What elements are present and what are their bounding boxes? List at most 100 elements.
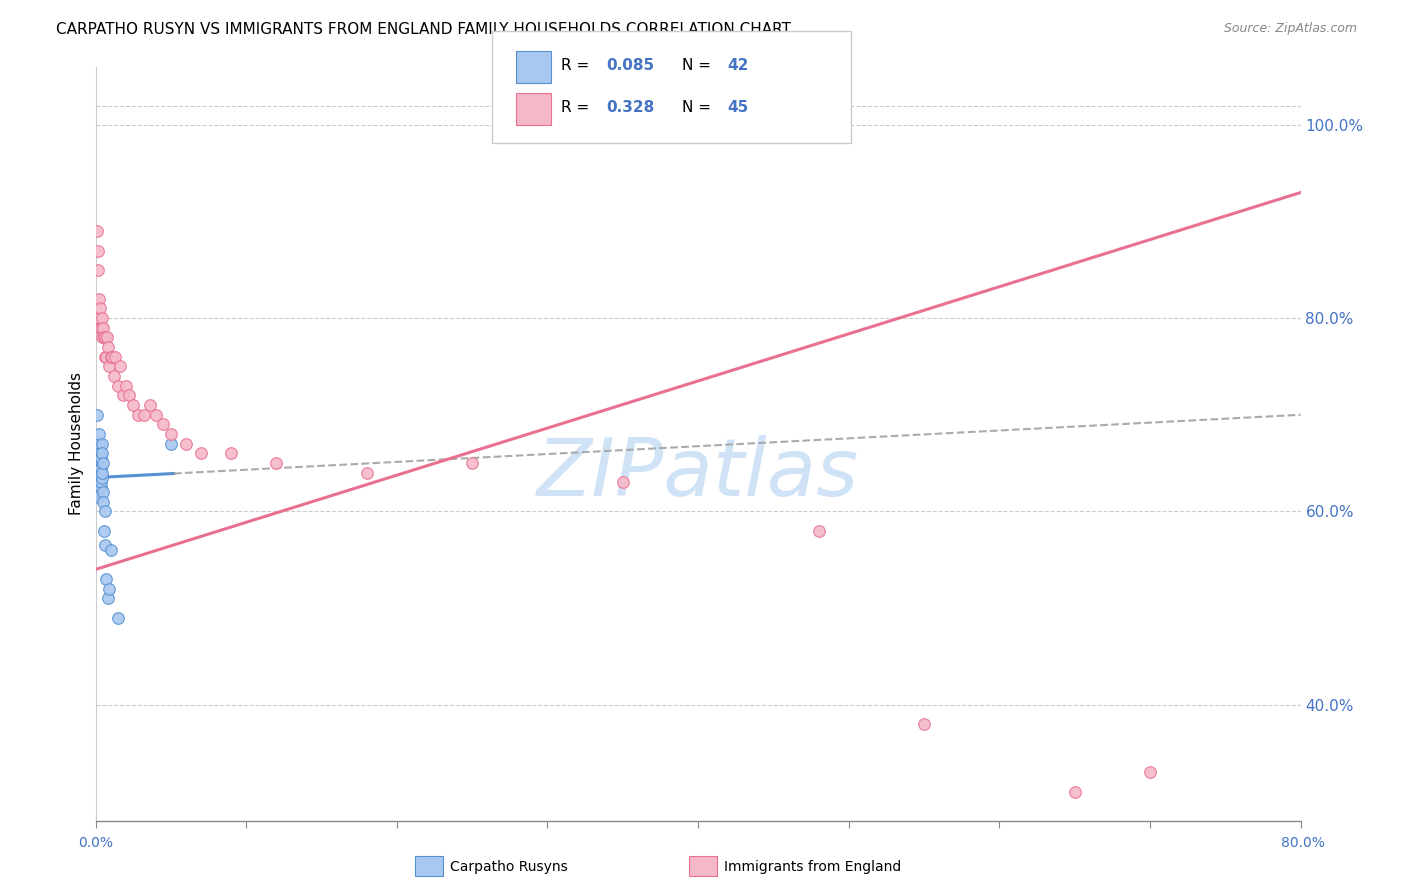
Point [89, 475, 111, 490]
Text: Immigrants from England: Immigrants from England [724, 860, 901, 874]
Point [89, 461, 111, 475]
Point [266, 456, 288, 470]
Text: R =: R = [561, 58, 595, 72]
Point [96, 330, 118, 344]
Point [89, 456, 111, 470]
Point [86, 451, 108, 466]
Point [89, 446, 111, 460]
Point [122, 398, 145, 412]
Point [107, 611, 129, 625]
Point [139, 398, 162, 412]
Point [174, 437, 197, 451]
Point [90, 451, 112, 466]
Point [1063, 785, 1085, 799]
Point [90, 475, 112, 490]
Point [93, 495, 115, 509]
Point [89, 311, 111, 326]
Point [89, 451, 111, 466]
Text: 0.0%: 0.0% [79, 836, 112, 850]
Point [87, 292, 110, 306]
Point [89, 321, 111, 335]
Point [86, 485, 108, 500]
Point [132, 408, 155, 422]
Text: 0.328: 0.328 [606, 100, 654, 114]
Point [91, 456, 114, 470]
Point [86, 461, 108, 475]
Point [612, 475, 634, 490]
Point [190, 446, 212, 460]
Point [87, 437, 110, 451]
Point [107, 379, 129, 393]
Point [91, 485, 114, 500]
Text: 0.085: 0.085 [606, 58, 654, 72]
Point [127, 408, 149, 422]
Point [89, 470, 111, 484]
Point [100, 543, 122, 558]
Text: Carpatho Rusyns: Carpatho Rusyns [450, 860, 568, 874]
Point [87, 263, 110, 277]
Point [87, 437, 110, 451]
Point [807, 524, 830, 538]
Text: 42: 42 [727, 58, 748, 72]
Point [145, 408, 167, 422]
Point [90, 321, 112, 335]
Point [104, 350, 127, 364]
Point [98, 582, 121, 596]
Point [152, 417, 174, 432]
Point [90, 480, 112, 494]
Point [97, 340, 120, 354]
Point [97, 591, 120, 606]
Point [100, 350, 122, 364]
Point [118, 388, 141, 402]
Point [87, 490, 110, 504]
Point [93, 524, 115, 538]
Point [98, 359, 121, 374]
Point [91, 446, 114, 460]
Point [86, 446, 108, 460]
Text: Source: ZipAtlas.com: Source: ZipAtlas.com [1223, 22, 1357, 36]
Point [94, 572, 117, 586]
Point [91, 311, 114, 326]
Point [101, 350, 124, 364]
Text: CARPATHO RUSYN VS IMMIGRANTS FROM ENGLAND FAMILY HOUSEHOLDS CORRELATION CHART: CARPATHO RUSYN VS IMMIGRANTS FROM ENGLAN… [56, 22, 792, 37]
Point [461, 456, 484, 470]
Point [87, 466, 110, 480]
Point [356, 466, 378, 480]
Point [87, 456, 110, 470]
Point [94, 350, 117, 364]
Point [89, 301, 111, 316]
Point [103, 369, 125, 384]
Point [90, 330, 112, 344]
Point [87, 244, 110, 258]
Point [912, 717, 935, 731]
Point [91, 466, 114, 480]
Y-axis label: Family Households: Family Households [69, 372, 84, 516]
Point [111, 388, 134, 402]
Point [94, 350, 117, 364]
Point [94, 538, 117, 552]
Point [90, 437, 112, 451]
Point [160, 437, 183, 451]
Text: 45: 45 [727, 100, 748, 114]
Point [114, 379, 136, 393]
Text: N =: N = [682, 100, 716, 114]
Point [87, 451, 110, 466]
Point [89, 466, 111, 480]
Point [86, 224, 108, 238]
Text: 80.0%: 80.0% [1281, 836, 1326, 850]
Point [89, 466, 111, 480]
Text: N =: N = [682, 58, 716, 72]
Point [86, 408, 108, 422]
Point [93, 330, 115, 344]
Point [1139, 765, 1161, 780]
Point [93, 330, 115, 344]
Point [90, 461, 112, 475]
Point [93, 504, 115, 518]
Point [160, 427, 183, 442]
Point [108, 359, 131, 374]
Point [91, 321, 114, 335]
Text: R =: R = [561, 100, 595, 114]
Text: ZIPatlas: ZIPatlas [537, 435, 859, 513]
Point [87, 485, 110, 500]
Point [89, 427, 111, 442]
